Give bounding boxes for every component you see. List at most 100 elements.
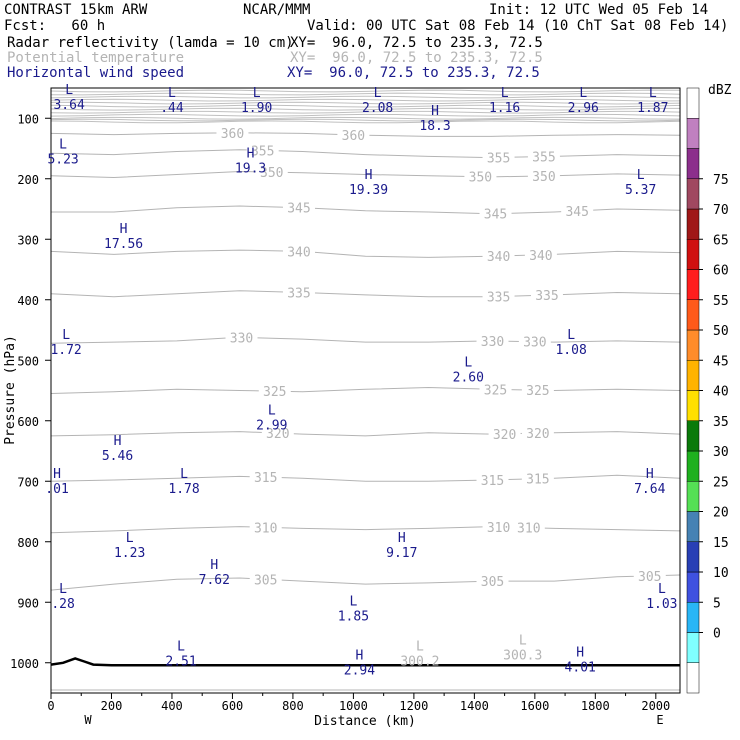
theta-label: 325 [263, 385, 286, 400]
init-time: Init: 12 UTC Wed 05 Feb 14 [489, 2, 709, 18]
theta-label-bg [476, 574, 509, 588]
theta-label: 360 [342, 129, 365, 144]
theta-label-bg [527, 168, 560, 182]
terrain-line [50, 657, 680, 667]
extremum-value: 7.62 [199, 573, 230, 588]
extremum-L: L [349, 594, 357, 609]
theta-label: 335 [487, 291, 510, 306]
theta-label: 305 [638, 570, 661, 585]
x-tick-label: 800 [282, 699, 304, 713]
theta-label-bg [521, 426, 554, 440]
colorbar-swatch [686, 450, 700, 482]
theta-label: 350 [260, 166, 283, 181]
extremum-H: H [114, 434, 122, 449]
theta-label: 320 [266, 427, 289, 442]
extremum-L: L [59, 138, 67, 153]
extremum-value: 2.08 [362, 101, 393, 116]
x-tick-label: 400 [161, 699, 183, 713]
extremum-value: 300.3 [503, 649, 542, 664]
x-tick-label: 1600 [520, 699, 549, 713]
x-tick-label: 1000 [339, 699, 368, 713]
theta-label-bg [633, 568, 666, 582]
theta-label-bg [482, 519, 515, 533]
colorbar-swatch [686, 662, 700, 694]
colorbar-swatch [686, 299, 700, 331]
theta-label: 325 [484, 383, 507, 398]
theta-label-bg [282, 244, 315, 258]
theta-label-bg [479, 382, 512, 396]
forecast-hour: Fcst: 60 h [4, 18, 106, 34]
theta-label: 350 [532, 170, 555, 185]
extremum-value: .01 [45, 482, 68, 497]
theta-label-bg [225, 330, 258, 344]
extremum-value: 1.08 [555, 343, 586, 358]
colorbar-label: 15 [713, 536, 729, 551]
y-tick-label: 700 [17, 475, 39, 489]
theta-label: 310 [517, 522, 540, 537]
colorbar-swatch [686, 511, 700, 542]
extremum-value: 1.87 [637, 101, 668, 116]
colorbar-label: 40 [713, 385, 729, 400]
x-axis: 0 200 400 600 800 1000 1200 1400 1600 1800 2000 [47, 693, 670, 713]
theta-label-bg [479, 206, 512, 220]
theta-contour-305 [50, 574, 681, 591]
theta-label-bg [476, 473, 509, 487]
colorbar-swatch [686, 360, 700, 391]
theta-label: 340 [287, 245, 310, 260]
colorbar-label: 0 [713, 627, 721, 642]
extremum-value: 2.94 [344, 664, 375, 679]
extremum-value: .44 [160, 101, 184, 116]
extremum-H: H [356, 649, 364, 664]
theta-label: 320 [493, 428, 516, 443]
theta-label: 330 [523, 336, 546, 351]
terrain [50, 657, 680, 667]
colorbar-label: 45 [713, 354, 729, 369]
extremum-L: L [637, 168, 645, 183]
extremum-value: 19.3 [235, 162, 266, 177]
theta-label: 345 [484, 208, 507, 223]
theta-label-bg [255, 165, 288, 179]
theta-label-bg [249, 572, 282, 586]
extremum-value: 17.56 [104, 237, 143, 252]
colorbar-label: 35 [713, 415, 729, 430]
colorbar-swatch [686, 329, 700, 361]
extremum-value: 5.23 [47, 153, 78, 168]
extremum-value: 1.23 [114, 546, 145, 561]
colorbar-label: 70 [713, 203, 729, 218]
theta-label: 355 [532, 151, 555, 166]
theta-label: 340 [529, 249, 552, 264]
colorbar-swatch [686, 239, 700, 270]
theta-contours: 360 360 355 355 355 350 350 350 345 345 345 340 340 3… [50, 89, 681, 691]
extremum-value: 2.60 [453, 370, 484, 385]
theta-label: 360 [221, 127, 244, 142]
extremum-H: H [576, 646, 584, 661]
theta-label: 345 [287, 202, 310, 217]
x-tick-label: 1400 [460, 699, 489, 713]
extremum-value: 300.2 [400, 655, 439, 670]
colorbar-label: 25 [713, 475, 729, 490]
theta-contour-310 [50, 526, 681, 534]
extremum-value: 1.16 [489, 101, 520, 116]
extremum-H: H [53, 467, 61, 482]
extremum-value: 4.01 [565, 661, 596, 676]
theta-contour-325 [50, 386, 681, 394]
extremum-value: 2.99 [256, 419, 287, 434]
x-axis-label: Distance (km) [314, 714, 416, 729]
upper-theta-contour [50, 104, 681, 108]
colorbar-swatch [686, 602, 700, 633]
theta-label-bg [482, 150, 515, 164]
theta-label-bg [488, 426, 521, 440]
extremum-L: L [65, 83, 73, 98]
theta-label-bg [249, 470, 282, 484]
extremum-value: 5.37 [625, 183, 656, 198]
extremum-L: L [567, 328, 575, 343]
extremum-value: 1.85 [338, 609, 369, 624]
theta-label: 310 [254, 521, 277, 536]
colorbar-label: 75 [713, 173, 729, 188]
extremum-value: 1.90 [241, 101, 272, 116]
colorbar: 0 5 10 15 20 25 30 35 40 45 50 55 60 65 70 75 [686, 87, 729, 694]
theta-label-bg [261, 426, 294, 440]
extremum-L: L [180, 467, 188, 482]
